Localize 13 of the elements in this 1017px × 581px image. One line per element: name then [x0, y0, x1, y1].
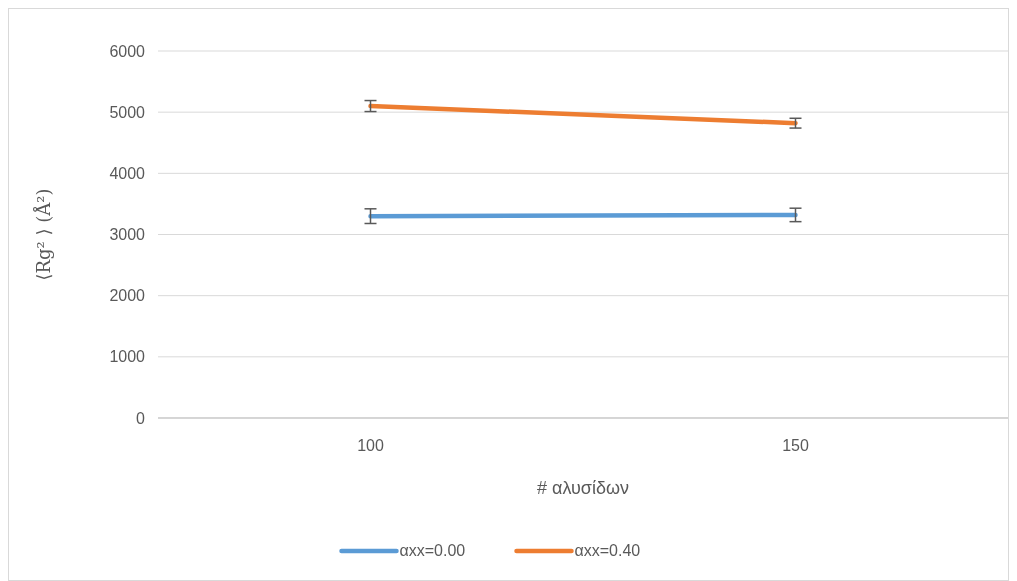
y-axis-title: ⟨Rg² ⟩ (Å²) — [33, 188, 54, 281]
y-tick-label: 6000 — [109, 42, 146, 60]
legend-label: αxx=0.00 — [399, 542, 466, 559]
y-tick-label: 3000 — [109, 226, 146, 244]
x-tick-label: 150 — [782, 437, 809, 454]
x-tick-label: 100 — [357, 437, 384, 454]
y-tick-label: 2000 — [109, 287, 146, 305]
y-tick-label: 1000 — [109, 348, 146, 366]
legend-label: αxx=0.40 — [574, 542, 641, 559]
y-tick-label: 5000 — [109, 103, 146, 121]
y-tick-label: 0 — [136, 409, 146, 427]
x-axis-title: # αλυσίδων — [536, 478, 630, 498]
y-tick-label: 4000 — [109, 164, 146, 182]
